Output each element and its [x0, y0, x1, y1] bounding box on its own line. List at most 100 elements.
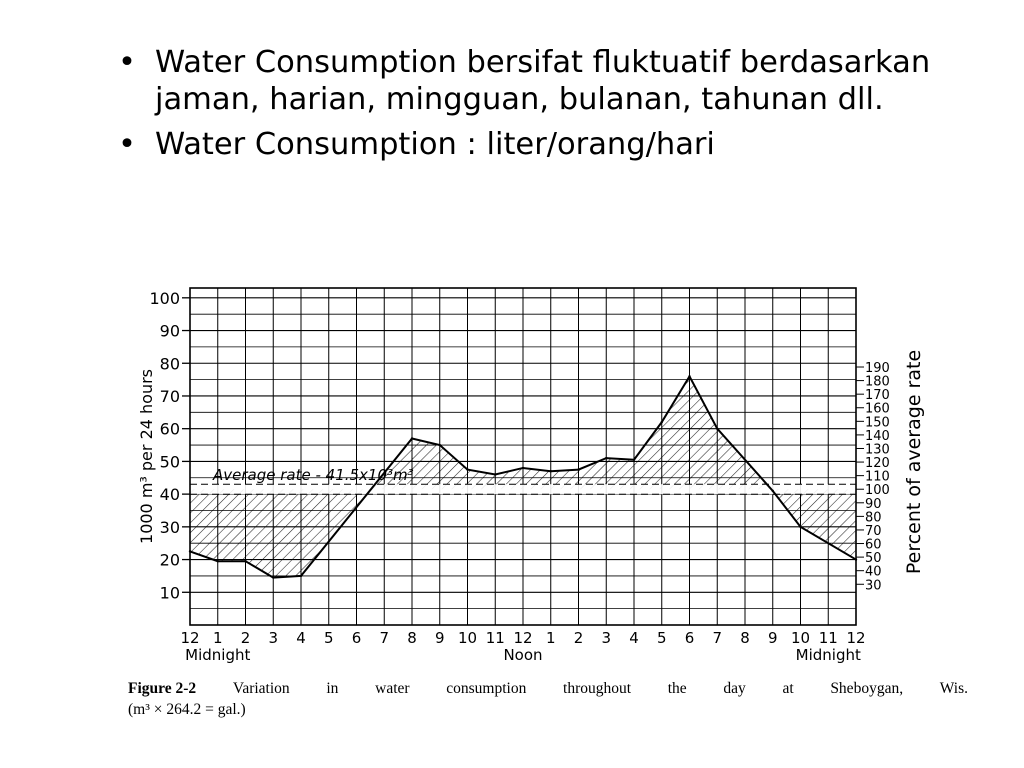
- x-tick-label: 10: [458, 629, 477, 647]
- x-tick-label: 12: [513, 629, 532, 647]
- right-tick-label: 160: [865, 402, 890, 417]
- caption-word: the: [667, 680, 687, 697]
- right-tick-label: 80: [865, 510, 882, 525]
- x-tick-label: 2: [574, 629, 584, 647]
- x-tick-label: 7: [379, 629, 389, 647]
- right-tick-label: 50: [865, 551, 882, 566]
- right-tick-label: 100: [865, 483, 890, 498]
- data-point: [438, 443, 441, 447]
- x-tick-label: 7: [712, 629, 722, 647]
- caption-line-2: (m³ × 264.2 = gal.): [128, 701, 246, 718]
- y-tick-label: 70: [160, 387, 180, 406]
- x-tick-label: 1: [213, 629, 223, 647]
- data-point: [688, 375, 691, 378]
- data-point: [466, 468, 469, 471]
- y-tick-label: 20: [160, 551, 180, 570]
- figure-caption: Figure 2-2 Variation in water consumption th…: [128, 678, 968, 720]
- y-tick-label: 90: [160, 322, 180, 341]
- data-point: [632, 458, 636, 461]
- data-point: [521, 466, 525, 470]
- data-point: [494, 473, 497, 476]
- right-tick-label: 70: [865, 524, 882, 539]
- y-tick-label: 100: [149, 289, 180, 308]
- average-band-fill: [190, 484, 856, 495]
- hatched-deviation-area: [190, 376, 856, 578]
- average-rate-label: Average rate - 41.5x10³m³: [212, 466, 414, 484]
- y-tick-label: 60: [160, 420, 180, 439]
- x-tick-label: 5: [324, 629, 334, 647]
- x-tick-label: 9: [435, 629, 445, 647]
- right-tick-label: 30: [865, 578, 882, 593]
- data-point: [244, 559, 247, 563]
- x-tick-label: 4: [629, 629, 639, 647]
- caption-figure-number: Figure 2-2: [128, 680, 197, 697]
- caption-word: at: [782, 680, 794, 697]
- x-tick-label: 12: [846, 629, 865, 647]
- right-tick-label: 190: [865, 361, 890, 376]
- data-point: [660, 420, 663, 424]
- caption-word: Sheboygan,: [830, 680, 904, 697]
- y-tick-label: 10: [160, 583, 180, 602]
- caption-word: day: [723, 680, 746, 697]
- x-tick-label: 8: [407, 629, 417, 647]
- x-tick-label: 6: [685, 629, 695, 647]
- bullet-item: Water Consumption : liter/orang/hari: [118, 126, 938, 163]
- y-tick-label: 80: [160, 354, 180, 373]
- x-tick-label: 8: [740, 629, 750, 647]
- x-sublabel: Midnight: [796, 646, 861, 664]
- y-tick-label: 40: [160, 485, 180, 504]
- right-tick-label: 140: [865, 429, 890, 444]
- x-tick-label: 3: [601, 629, 611, 647]
- x-tick-label: 1: [546, 629, 556, 647]
- right-tick-label: 150: [865, 415, 890, 430]
- y-tick-label: 30: [160, 518, 180, 537]
- data-point: [799, 525, 802, 529]
- axes: [182, 287, 864, 626]
- plot-frame: [189, 287, 857, 626]
- right-tick-label: 180: [865, 375, 890, 390]
- data-point: [577, 468, 580, 471]
- caption-word: Wis.: [939, 680, 968, 697]
- data-point: [771, 489, 774, 493]
- right-tick-label: 40: [865, 565, 882, 580]
- y-axis-title: 1000 m³ per 24 hours: [137, 369, 156, 544]
- caption-line-1: Figure 2-2 Variation in water consumption th…: [128, 678, 968, 699]
- data-point: [299, 574, 303, 578]
- data-point: [605, 456, 608, 460]
- x-tick-label: 3: [268, 629, 278, 647]
- x-tick-label: 10: [791, 629, 810, 647]
- consumption-line: [188, 374, 858, 579]
- x-sublabel: Midnight: [185, 646, 250, 664]
- x-tick-label: 12: [180, 629, 199, 647]
- hatched-area: [190, 376, 856, 578]
- x-tick-label: 5: [657, 629, 667, 647]
- y-tick-label: 50: [160, 452, 180, 471]
- data-point: [549, 470, 552, 473]
- data-point: [716, 427, 719, 430]
- caption-word: consumption: [446, 680, 527, 697]
- right-tick-label: 60: [865, 538, 882, 553]
- right-axis-title: Percent of average rate: [903, 350, 925, 574]
- caption-word: in: [326, 680, 339, 697]
- right-tick-label: 170: [865, 388, 890, 403]
- x-tick-label: 4: [296, 629, 306, 647]
- right-tick-label: 130: [865, 442, 890, 457]
- average-rate-band: [190, 483, 856, 495]
- caption-word: Variation: [232, 680, 290, 697]
- x-tick-label: 2: [241, 629, 251, 647]
- x-sublabel: Noon: [503, 646, 542, 664]
- consumption-series-line: [189, 374, 857, 579]
- data-point: [272, 576, 275, 579]
- x-tick-label: 9: [768, 629, 778, 647]
- x-tick-label: 6: [352, 629, 362, 647]
- bullet-list: Water Consumption bersifat fluktuatif be…: [118, 44, 938, 171]
- caption-word: water: [375, 680, 410, 697]
- caption-word: throughout: [563, 680, 632, 697]
- x-tick-label: 11: [486, 629, 505, 647]
- data-point: [216, 559, 219, 563]
- right-tick-label: 90: [865, 497, 882, 512]
- x-tick-label: 11: [819, 629, 838, 647]
- bullet-item: Water Consumption bersifat fluktuatif be…: [118, 44, 938, 118]
